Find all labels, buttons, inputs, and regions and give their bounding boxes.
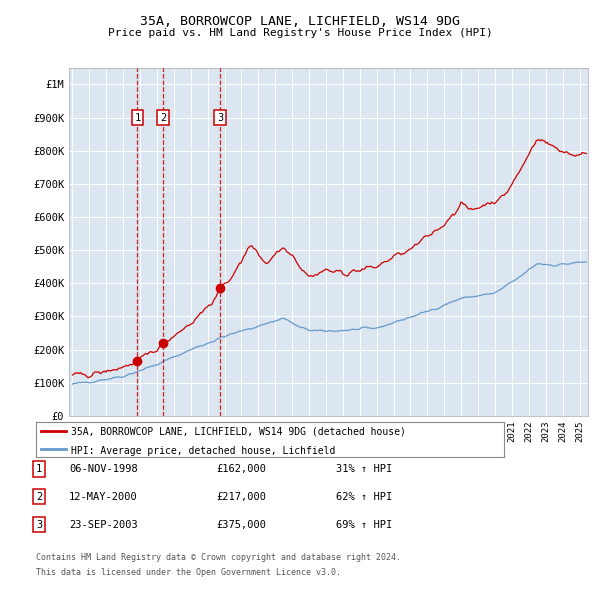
Text: 2: 2 <box>160 113 166 123</box>
Text: 35A, BORROWCOP LANE, LICHFIELD, WS14 9DG: 35A, BORROWCOP LANE, LICHFIELD, WS14 9DG <box>140 15 460 28</box>
Text: 31% ↑ HPI: 31% ↑ HPI <box>336 464 392 474</box>
Text: 35A, BORROWCOP LANE, LICHFIELD, WS14 9DG (detached house): 35A, BORROWCOP LANE, LICHFIELD, WS14 9DG… <box>71 427 406 437</box>
Text: 3: 3 <box>217 113 223 123</box>
Text: HPI: Average price, detached house, Lichfield: HPI: Average price, detached house, Lich… <box>71 445 335 455</box>
Text: 23-SEP-2003: 23-SEP-2003 <box>69 520 138 529</box>
Text: Price paid vs. HM Land Registry's House Price Index (HPI): Price paid vs. HM Land Registry's House … <box>107 28 493 38</box>
Text: 69% ↑ HPI: 69% ↑ HPI <box>336 520 392 529</box>
Text: 2: 2 <box>36 492 42 502</box>
Text: £217,000: £217,000 <box>216 492 266 502</box>
Text: £375,000: £375,000 <box>216 520 266 529</box>
Text: 06-NOV-1998: 06-NOV-1998 <box>69 464 138 474</box>
Text: 1: 1 <box>134 113 140 123</box>
Text: 1: 1 <box>36 464 42 474</box>
Text: Contains HM Land Registry data © Crown copyright and database right 2024.: Contains HM Land Registry data © Crown c… <box>36 553 401 562</box>
Text: £162,000: £162,000 <box>216 464 266 474</box>
Text: 3: 3 <box>36 520 42 529</box>
Text: 12-MAY-2000: 12-MAY-2000 <box>69 492 138 502</box>
Text: This data is licensed under the Open Government Licence v3.0.: This data is licensed under the Open Gov… <box>36 568 341 577</box>
Text: 62% ↑ HPI: 62% ↑ HPI <box>336 492 392 502</box>
